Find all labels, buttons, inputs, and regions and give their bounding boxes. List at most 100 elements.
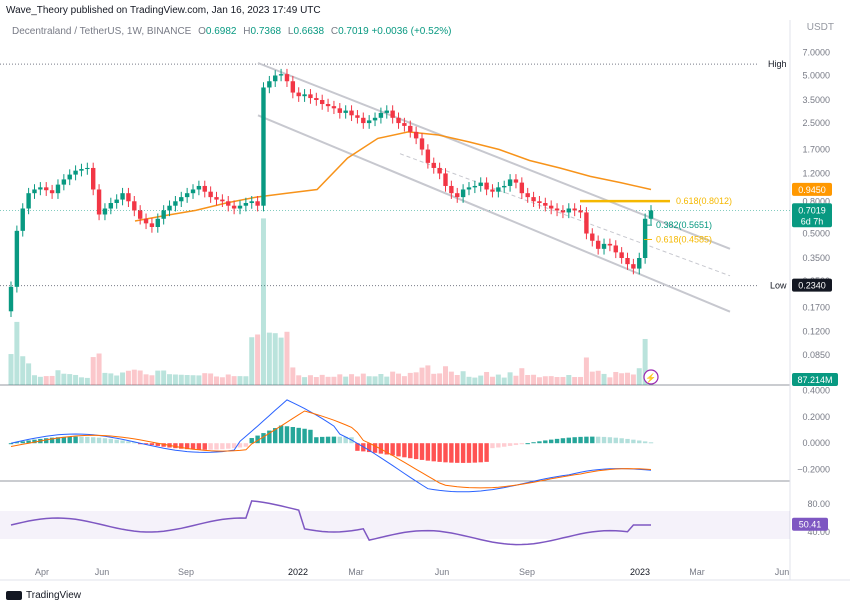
volume-bar (161, 370, 167, 385)
volume-bar (542, 376, 548, 385)
volume-bar (578, 376, 584, 385)
candle-body (20, 208, 25, 231)
volume-bar (613, 371, 619, 385)
volume-bar (149, 375, 155, 385)
candle-body (554, 208, 560, 211)
candle-body (302, 94, 307, 97)
macd-histogram-bar (413, 443, 419, 460)
volume-bar (448, 371, 454, 385)
symbol-title: Decentraland / TetherUS, 1W, BINANCE (12, 26, 192, 37)
candle-body (572, 208, 577, 211)
volume-bar (478, 375, 484, 385)
volume-bar (401, 376, 407, 385)
high-value: 0.7368 (250, 26, 282, 37)
candle-body (361, 117, 366, 124)
volume-bar (26, 363, 32, 385)
macd-histogram-bar (278, 425, 284, 444)
volume-bar (378, 373, 384, 385)
candle-body (226, 201, 231, 206)
macd-histogram-bar (613, 437, 618, 444)
grid (0, 20, 850, 581)
candle-body (91, 167, 96, 190)
candle-body (607, 243, 613, 246)
volume-bar (202, 373, 208, 385)
macd-histogram-bar (120, 440, 125, 444)
candle-body (478, 182, 483, 186)
volume-bar (636, 368, 642, 385)
volume-bar (442, 366, 448, 385)
macd-histogram-bar (466, 443, 472, 463)
volume-bar (595, 370, 601, 385)
brand-text: TradingView (26, 590, 82, 601)
macd-histogram-bar (179, 443, 184, 449)
candle-body (419, 138, 425, 150)
candle-body (173, 201, 178, 206)
macd-histogram-bar (267, 430, 272, 444)
volume-bar (219, 377, 225, 385)
candle-body (296, 92, 301, 97)
time-tick-label: 2023 (630, 567, 650, 577)
macd-histogram-bar (208, 443, 213, 450)
volume-bar (413, 372, 419, 385)
candle-body (214, 197, 219, 200)
volume-bar (78, 377, 84, 385)
macd-histogram-bar (637, 440, 642, 444)
price-tag-bg (792, 203, 832, 228)
macd-histogram-bar (255, 435, 260, 444)
candle-body (642, 218, 648, 259)
macd-histogram-bar (32, 439, 37, 444)
currency-label: USDT (806, 22, 834, 33)
volume-bar (178, 374, 184, 385)
macd-histogram-bar (184, 443, 190, 450)
macd-histogram-bar (584, 436, 589, 444)
volume-bars (8, 218, 654, 385)
macd-histogram-bar (578, 436, 583, 444)
volume-bar (37, 376, 43, 385)
candle-body (507, 179, 513, 186)
volume-bar (519, 368, 525, 385)
macd-histogram-bar (372, 443, 378, 453)
volume-bar (208, 373, 214, 385)
volume-bar (560, 376, 566, 385)
macd-histogram-bar (402, 443, 407, 458)
macd-histogram-bar (572, 437, 577, 444)
signal-line (10, 410, 652, 489)
price-tag-label: 0.7019 (798, 205, 826, 215)
candle-body (73, 170, 78, 175)
candle-body (513, 179, 519, 183)
rsi-tick-label: 80.00 (807, 499, 830, 509)
volume-bar (601, 373, 607, 385)
price-tag-bg (792, 278, 832, 292)
close-value: 0.7019 (338, 26, 369, 37)
macd-histogram-bar (308, 429, 313, 444)
volume-bar (49, 375, 55, 385)
macd-histogram-bar (507, 443, 513, 446)
candle-body (337, 108, 343, 113)
candle-body (590, 233, 595, 241)
volume-bar (349, 374, 355, 385)
ema-line (134, 131, 652, 222)
macd-histogram-bar (190, 443, 196, 450)
candle-body (366, 120, 372, 124)
candle-body (431, 162, 436, 168)
candle-body (584, 212, 589, 234)
volume-bar (167, 374, 173, 385)
macd-histogram-bar (284, 426, 290, 444)
lightning-icon (643, 369, 659, 385)
macd-histogram-bar (519, 443, 525, 445)
tradingview-logo-icon (6, 591, 22, 600)
macd-histogram-bar (513, 443, 519, 446)
volume-bar (125, 370, 131, 385)
macd-histogram-bar (132, 442, 137, 444)
macd-histogram-bar (548, 439, 554, 444)
macd-histogram-bar (108, 438, 114, 444)
candle-body (261, 87, 266, 206)
volume-bar (572, 377, 578, 385)
candle-body (243, 203, 249, 206)
volume-bar (302, 377, 308, 385)
macd-histogram-bar (443, 443, 448, 463)
volume-bar (607, 377, 613, 385)
macd-histogram-bar (143, 443, 149, 445)
volume-bar (278, 337, 284, 385)
